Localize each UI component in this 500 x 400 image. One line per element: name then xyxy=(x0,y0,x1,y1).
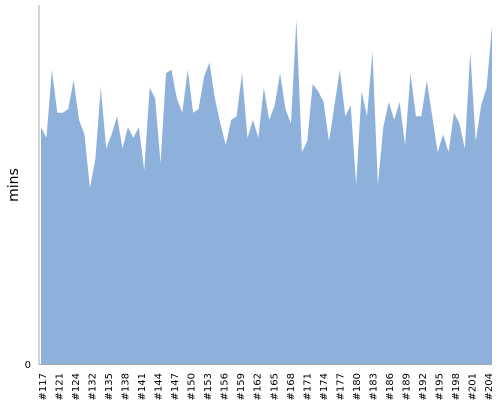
x-tick-label: #183 xyxy=(368,373,379,400)
x-tick-label: #186 xyxy=(385,373,396,400)
x-tick-label: #198 xyxy=(451,373,462,400)
x-tick-label: #195 xyxy=(434,373,445,400)
x-tick-label: #141 xyxy=(137,373,148,400)
x-tick-label: #177 xyxy=(335,373,346,400)
x-tick-label: #171 xyxy=(302,373,313,400)
x-tick-label: #189 xyxy=(401,373,412,400)
series-area xyxy=(41,19,492,365)
x-tick-label: #162 xyxy=(253,373,264,400)
x-tick-labels: #117 #121 #124 #132 #135 #138 #141 #144 #147 #150… xyxy=(38,373,495,400)
x-tick-label: #132 xyxy=(88,373,99,400)
x-tick-label: #153 xyxy=(203,373,214,400)
x-tick-label: #168 xyxy=(286,373,297,400)
x-tick-label: #159 xyxy=(236,373,247,400)
x-tick-label: #156 xyxy=(220,373,231,400)
x-tick-label: #165 xyxy=(269,373,280,400)
x-tick-label: #121 xyxy=(55,373,66,400)
x-tick-label: #124 xyxy=(71,373,82,400)
x-tick-label: #201 xyxy=(467,373,478,400)
x-tick-label: #204 xyxy=(484,373,495,400)
x-tick-label: #147 xyxy=(170,373,181,400)
y-axis-title: mins xyxy=(6,168,22,202)
x-tick-label: #138 xyxy=(121,373,132,400)
x-tick-label: #135 xyxy=(104,373,115,400)
x-tick-label: #144 xyxy=(154,373,165,400)
plot-area xyxy=(40,19,493,365)
y-tick-label: 0 xyxy=(25,360,31,371)
x-tick-label: #150 xyxy=(187,373,198,400)
x-tick-label: #174 xyxy=(319,373,330,400)
x-tick-label: #192 xyxy=(418,373,429,400)
x-tick-label: #180 xyxy=(352,373,363,400)
x-tick-label: #117 xyxy=(38,373,49,400)
